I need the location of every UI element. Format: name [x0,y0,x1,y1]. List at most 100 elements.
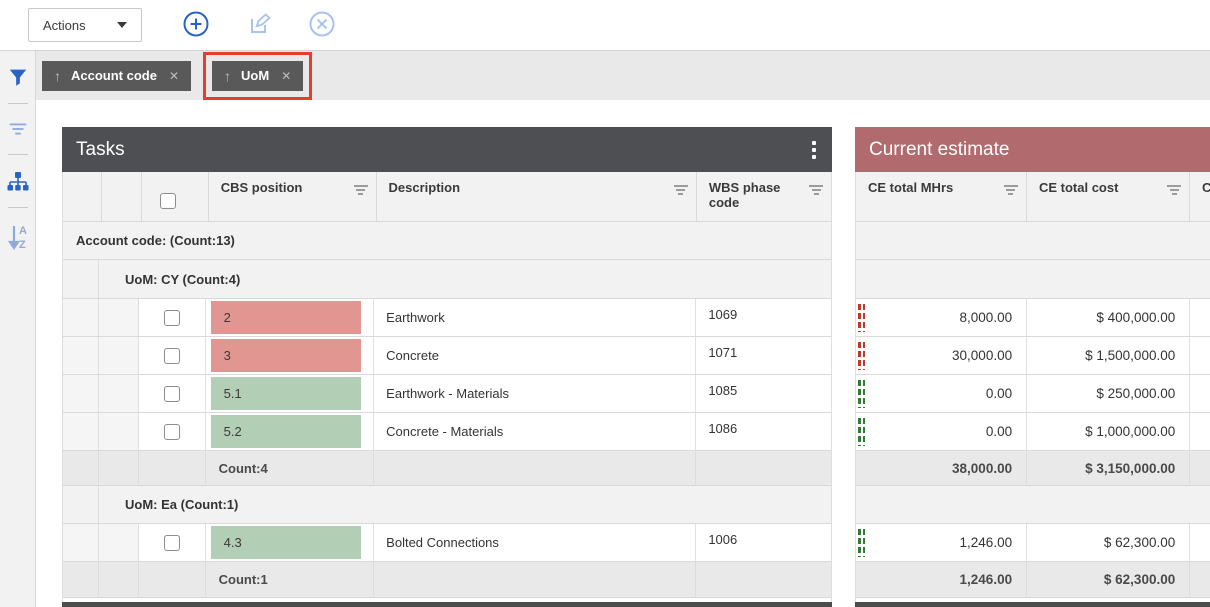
column-header-wbs-phase-code[interactable]: WBS phase code [697,172,831,221]
filter-icon[interactable] [7,65,29,89]
remove-chip-icon[interactable]: ✕ [168,68,180,83]
chip-label: Account code [71,68,157,83]
ce-total-mhrs-cell[interactable]: 0.00 [856,375,1028,412]
column-header-ce-total-mhrs[interactable]: CE total MHrs [856,172,1027,221]
group-row-uom-cy[interactable]: UoM: CY (Count:4) [62,260,832,299]
ce-total-cost-cell[interactable]: $ 1,500,000.00 [1027,337,1191,374]
kebab-menu-icon[interactable] [808,137,820,163]
sort-az-icon[interactable]: A Z [6,222,30,252]
group-row-uom-ea[interactable]: UoM: Ea (Count:1) [62,486,832,524]
estimate-title-bar: Current estimate [855,127,1210,172]
ce-total-cost-cell[interactable]: $ 62,300.00 [1027,524,1191,561]
row-checkbox[interactable] [163,347,180,364]
ce-total-cost-cell[interactable]: $ 1,000,000.00 [1027,413,1191,450]
wbs-phase-code-cell[interactable]: 1085 [708,383,738,398]
group-row-account-code[interactable]: Account code: (Count:13) [62,222,832,260]
toolbar: Actions [0,0,1210,50]
column-header-cbs-position[interactable]: CBS position [209,172,377,221]
column-header-row: CBS position Description WBS phase code [62,172,832,222]
group-subtotal-row: 1,246.00 $ 62,300.00 [855,562,1210,598]
row-checkbox[interactable] [163,385,180,402]
table-row[interactable]: 2 Earthwork 1069 [62,299,832,337]
wbs-phase-code-cell[interactable]: 1071 [708,345,738,360]
description-cell[interactable]: Bolted Connections [374,524,697,561]
ce-total-mhrs-cell[interactable]: 8,000.00 [856,299,1028,336]
group-chip-uom[interactable]: ↑ UoM ✕ [212,60,304,91]
filter-lines-icon[interactable] [7,118,29,140]
wbs-phase-code-cell[interactable]: 1006 [708,532,738,547]
modified-indicator-icon [858,379,866,408]
ce-total-cost-cell[interactable]: $ 400,000.00 [1027,299,1191,336]
horizontal-scrollbar[interactable] [62,602,832,607]
column-filter-icon[interactable] [1003,185,1018,197]
table-row[interactable]: 0.00 $ 1,000,000.00 [855,413,1210,451]
cbs-position-cell[interactable]: 3 [210,339,361,372]
table-row[interactable]: 30,000.00 $ 1,500,000.00 [855,337,1210,375]
description-cell[interactable]: Earthwork - Materials [374,375,697,412]
column-filter-icon[interactable] [353,185,368,197]
edit-icon [251,13,271,33]
group-row-blank [855,260,1210,299]
description-cell[interactable]: Concrete [374,337,697,374]
chevron-down-icon [117,22,127,28]
table-row[interactable]: 5.2 Concrete - Materials 1086 [62,413,832,451]
annotation-highlight-box: ↑ UoM ✕ [203,51,313,100]
hierarchy-icon[interactable] [6,169,30,193]
remove-chip-icon[interactable]: ✕ [281,68,292,83]
column-filter-icon[interactable] [809,185,823,197]
column-filter-icon[interactable] [673,185,688,197]
group-row-blank [855,222,1210,260]
chip-label: UoM [241,68,270,83]
table-row[interactable]: 0.00 $ 250,000.00 [855,375,1210,413]
table-row[interactable]: 5.1 Earthwork - Materials 1085 [62,375,832,413]
group-subtotal-row: Count:4 [62,451,832,486]
ce-total-mhrs-cell[interactable]: 0.00 [856,413,1028,450]
group-chip-account-code[interactable]: ↑ Account code ✕ [42,60,192,91]
description-cell[interactable]: Concrete - Materials [374,413,697,450]
add-icon[interactable] [182,10,210,38]
table-row[interactable]: 8,000.00 $ 400,000.00 [855,299,1210,337]
subtotal-cost: $ 62,300.00 [1027,562,1191,597]
column-header-ce-total-cost[interactable]: CE total cost [1027,172,1190,221]
row-checkbox[interactable] [163,534,180,551]
wbs-phase-code-cell[interactable]: 1086 [708,421,738,436]
description-cell[interactable]: Earthwork [374,299,697,336]
column-header-description[interactable]: Description [377,172,697,221]
panel-title: Tasks [76,138,125,160]
divider [7,103,28,104]
table-row[interactable]: 4.3 Bolted Connections 1006 [62,524,832,562]
sort-ascending-icon: ↑ [224,67,232,84]
modified-indicator-icon [858,303,866,332]
left-icon-rail: A Z [0,50,36,607]
column-filter-icon[interactable] [1167,185,1181,197]
actions-label: Actions [43,17,86,33]
modified-indicator-icon [858,528,866,557]
ce-total-mhrs-cell[interactable]: 1,246.00 [856,524,1028,561]
ce-total-cost-cell[interactable]: $ 250,000.00 [1027,375,1191,412]
cbs-position-cell[interactable]: 2 [210,301,361,334]
divider [7,207,28,208]
subtotal-cost: $ 3,150,000.00 [1027,451,1191,485]
wbs-phase-code-cell[interactable]: 1069 [708,307,738,322]
row-checkbox[interactable] [163,309,180,326]
partial-next-row [62,598,832,602]
row-checkbox[interactable] [163,423,180,440]
select-all-checkbox[interactable] [159,192,176,209]
column-header-row: CE total MHrs CE total cost C [855,172,1210,222]
table-row[interactable]: 1,246.00 $ 62,300.00 [855,524,1210,562]
modified-indicator-icon [858,341,866,370]
horizontal-scrollbar[interactable] [855,602,1210,607]
divider [7,154,28,155]
group-subtotal-row: Count:1 [62,562,832,598]
cbs-position-cell[interactable]: 5.1 [210,377,361,410]
sort-ascending-icon: ↑ [54,67,61,84]
count-label: Count:1 [206,562,375,597]
actions-button[interactable]: Actions [28,8,142,42]
table-row[interactable]: 3 Concrete 1071 [62,337,832,375]
cbs-position-cell[interactable]: 5.2 [210,415,361,448]
svg-text:A: A [19,225,27,237]
ce-total-mhrs-cell[interactable]: 30,000.00 [856,337,1028,374]
cbs-position-cell[interactable]: 4.3 [210,526,361,559]
grouping-bar: ↑ Account code ✕ ↑ UoM ✕ [36,50,1210,100]
group-subtotal-row: 38,000.00 $ 3,150,000.00 [855,451,1210,486]
